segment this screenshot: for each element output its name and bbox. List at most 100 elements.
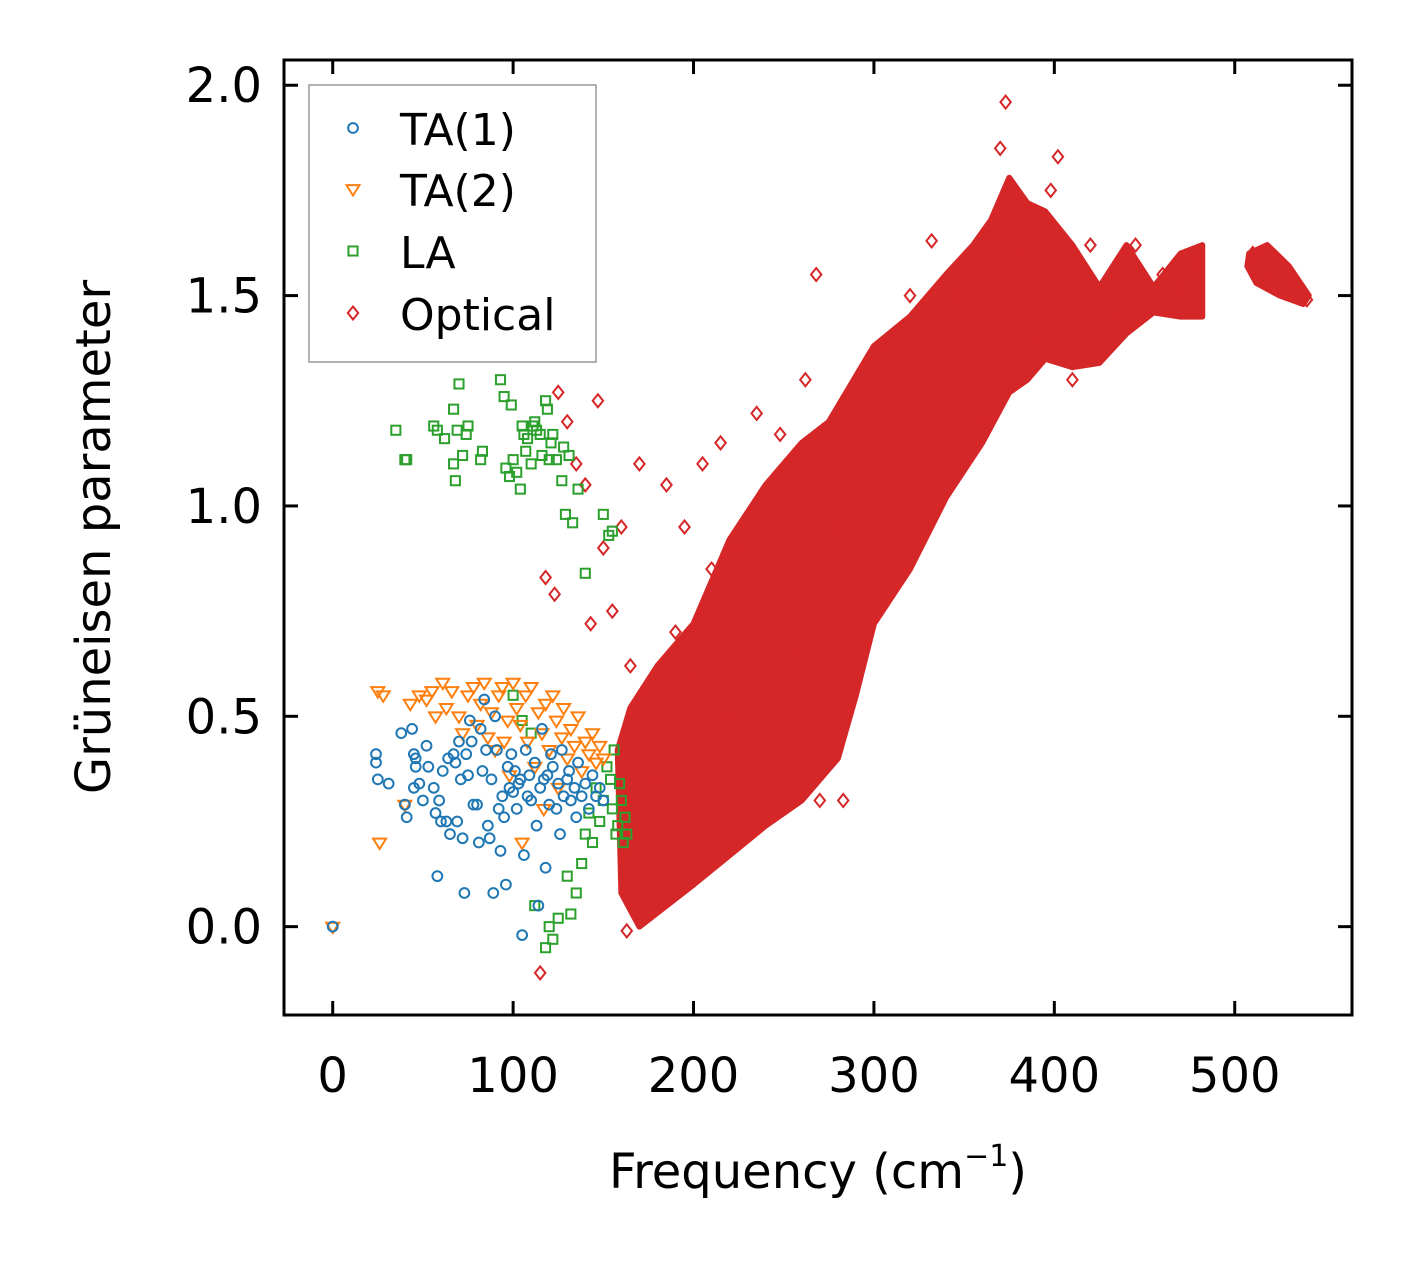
data-point: [597, 508, 609, 520]
x-tick-label: 100: [467, 1048, 559, 1104]
data-point: [449, 756, 462, 769]
data-point: [400, 811, 413, 824]
data-point: [576, 736, 594, 750]
data-point: [460, 748, 473, 761]
data-point: [668, 624, 682, 641]
data-point: [615, 794, 627, 806]
data-point: [413, 777, 426, 790]
data-point: [583, 807, 595, 819]
data-point: [539, 861, 552, 874]
data-point: [547, 428, 559, 440]
legend-label-ta1: TA(1): [399, 105, 516, 156]
data-point: [594, 815, 606, 828]
legend: TA(1) TA(2) LA Optical: [308, 84, 597, 363]
x-axis-title-tail: ): [1008, 1144, 1027, 1200]
legend-label-ta2: TA(2): [399, 166, 516, 217]
data-point: [401, 454, 413, 466]
data-point: [593, 781, 606, 794]
data-point: [595, 753, 612, 767]
data-point: [440, 815, 453, 828]
data-point: [561, 773, 574, 786]
data-point: [579, 828, 591, 840]
data-point: [553, 732, 571, 746]
data-point: [543, 921, 555, 933]
data-point: [467, 798, 480, 811]
data-point: [583, 802, 595, 815]
data-point: [420, 739, 433, 752]
data-point: [549, 782, 567, 797]
data-point: [390, 424, 402, 436]
data-point: [696, 455, 710, 472]
data-point: [551, 384, 565, 401]
data-point: [567, 517, 579, 529]
x-tick-label: 500: [1189, 1048, 1281, 1104]
data-point: [504, 677, 522, 692]
x-axis-title-text: Frequency (cm: [609, 1144, 964, 1200]
legend-label-la: LA: [400, 228, 456, 279]
data-point: [570, 811, 583, 824]
data-point: [813, 792, 827, 809]
data-point: [591, 392, 605, 409]
data-point: [605, 603, 619, 620]
data-point: [614, 518, 628, 536]
legend-marker-la: [347, 245, 359, 257]
data-point: [543, 454, 555, 466]
x-tick-label: 200: [648, 1048, 740, 1104]
data-point: [485, 773, 498, 786]
data-point: [562, 724, 580, 738]
data-point: [572, 483, 584, 495]
y-tick-label: 0.0: [186, 900, 262, 956]
data-point: [559, 508, 571, 520]
data-point: [575, 790, 588, 803]
data-point: [552, 912, 564, 924]
data-point: [513, 837, 531, 851]
data-point: [507, 786, 519, 798]
data-point: [786, 645, 800, 662]
data-point: [750, 405, 764, 422]
data-point: [1044, 182, 1058, 199]
data-point: [608, 744, 620, 756]
x-axis-title: Frequency (cm−1): [609, 1139, 1027, 1200]
data-point: [395, 727, 408, 740]
data-point: [530, 819, 543, 832]
data-point: [539, 569, 553, 586]
x-axis-title-superscript: −1: [964, 1139, 1008, 1174]
data-point: [606, 525, 618, 537]
series-ta-1-: [326, 693, 610, 941]
data-point: [925, 232, 939, 250]
data-point: [563, 449, 575, 462]
data-point: [496, 790, 509, 803]
data-point: [546, 760, 559, 773]
x-tick-label: 300: [828, 1048, 920, 1104]
data-point: [650, 771, 664, 788]
data-point: [517, 690, 535, 704]
data-point: [525, 794, 538, 807]
data-point: [563, 765, 575, 777]
data-point: [580, 749, 598, 763]
data-point: [505, 748, 518, 761]
data-point: [510, 802, 523, 815]
data-point: [491, 744, 503, 756]
data-point: [1065, 371, 1079, 388]
data-point: [528, 756, 541, 769]
y-tick-label: 0.5: [186, 689, 262, 745]
data-point: [534, 428, 546, 440]
data-point: [462, 769, 474, 782]
data-point: [326, 920, 339, 933]
data-point: [462, 420, 474, 432]
data-point: [578, 476, 592, 494]
data-point: [448, 458, 460, 470]
data-point: [540, 942, 552, 954]
data-point: [596, 539, 610, 557]
data-point: [732, 539, 746, 557]
data-point: [447, 748, 460, 761]
data-point: [449, 475, 461, 487]
data-point: [555, 744, 568, 756]
data-point: [533, 728, 551, 742]
data-point: [537, 698, 554, 713]
data-point: [561, 870, 573, 882]
data-point: [471, 798, 483, 811]
data-point: [520, 445, 532, 457]
data-point: [568, 781, 581, 794]
